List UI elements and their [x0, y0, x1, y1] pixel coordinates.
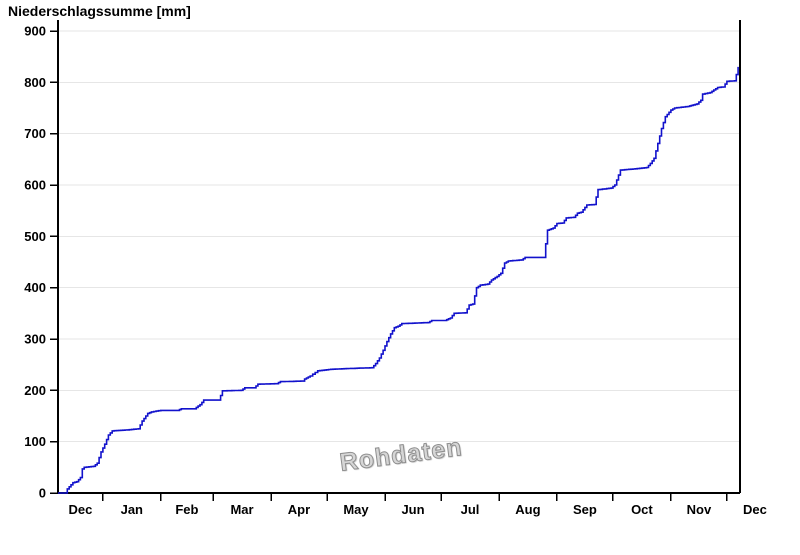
x-month-label: Jun	[401, 502, 424, 517]
y-tick-label: 800	[24, 75, 46, 90]
x-month-label: Apr	[288, 502, 310, 517]
x-month-label: May	[343, 502, 369, 517]
x-month-label: Mar	[230, 502, 253, 517]
precipitation-cumulative-line	[58, 66, 739, 494]
y-tick-label: 100	[24, 434, 46, 449]
x-month-label: Jan	[121, 502, 143, 517]
page-title: Niederschlagssumme [mm]	[8, 3, 191, 19]
x-month-label: Dec	[743, 502, 767, 517]
y-tick-label: 500	[24, 229, 46, 244]
x-month-label: Jul	[461, 502, 480, 517]
y-tick-label: 600	[24, 178, 46, 193]
x-month-label: Feb	[175, 502, 198, 517]
y-tick-label: 900	[24, 24, 46, 39]
x-month-label: Oct	[631, 502, 653, 517]
y-tick-label: 300	[24, 332, 46, 347]
y-tick-label: 0	[39, 486, 46, 501]
x-month-label: Dec	[68, 502, 92, 517]
y-tick-label: 200	[24, 383, 46, 398]
y-tick-label: 700	[24, 126, 46, 141]
y-tick-label: 400	[24, 280, 46, 295]
x-month-label: Sep	[573, 502, 597, 517]
x-month-label: Aug	[515, 502, 540, 517]
x-month-label: Nov	[687, 502, 712, 517]
